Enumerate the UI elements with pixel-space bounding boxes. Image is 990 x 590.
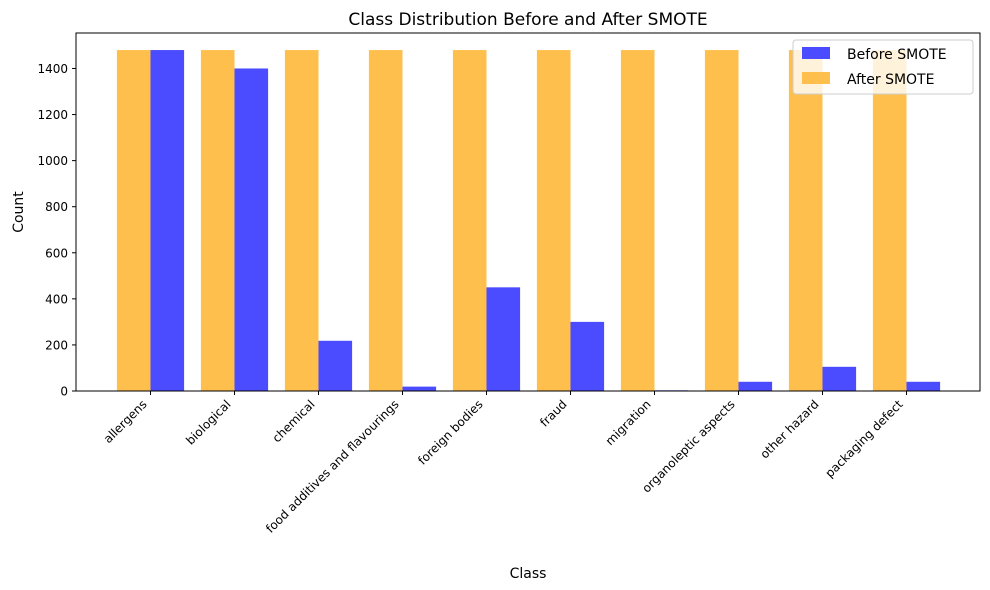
chart-title: Class Distribution Before and After SMOT… [348, 10, 707, 30]
bar-before-smote-organoleptic-aspects [738, 381, 773, 391]
x-tick-label-organoleptic-aspects: organoleptic aspects [639, 397, 737, 495]
bar-before-smote-biological [234, 68, 269, 391]
legend-label-before-smote: Before SMOTE [847, 47, 947, 63]
legend-frame [792, 39, 974, 95]
bar-before-smote-food-additives-and-flavourings [402, 386, 437, 391]
y-axis-label: Count [11, 191, 27, 233]
y-tick-label-1000: 1000 [37, 154, 68, 168]
x-tick-label-packaging-defect: packaging defect [822, 397, 905, 480]
y-tick-label-1200: 1200 [37, 108, 68, 122]
y-tick-label-0: 0 [60, 385, 68, 399]
bar-after-smote-foreign-bodies [452, 50, 487, 392]
bar-after-smote-biological [200, 50, 235, 392]
bar-after-smote-organoleptic-aspects [704, 50, 739, 392]
x-tick-label-biological: biological [183, 397, 233, 447]
y-axis-ticks: 0 200 400 600 800 1000 1200 1400 [37, 62, 76, 399]
y-tick-label-400: 400 [45, 292, 68, 306]
x-tick-label-other-hazard: other hazard [757, 397, 821, 461]
bar-after-smote-allergens [116, 50, 151, 392]
legend: Before SMOTE After SMOTE [792, 39, 974, 95]
bar-after-smote-migration [620, 50, 655, 392]
bar-after-smote-other-hazard [788, 50, 823, 392]
bar-before-smote-foreign-bodies [486, 287, 521, 391]
bar-after-smote-packaging-defect [872, 50, 907, 392]
bar-before-smote-packaging-defect [906, 381, 941, 391]
x-tick-label-migration: migration [603, 397, 654, 448]
x-tick-label-foreign-bodies: foreign bodies [415, 397, 485, 467]
y-tick-label-600: 600 [45, 246, 68, 260]
bar-after-smote-food-additives-and-flavourings [368, 50, 403, 392]
x-tick-label-chemical: chemical [270, 397, 318, 445]
legend-swatch-before-smote [802, 47, 830, 59]
x-axis-label: Class [510, 566, 547, 582]
bar-before-smote-fraud [570, 321, 605, 391]
after-smote-bars [116, 50, 907, 392]
legend-swatch-after-smote [802, 72, 830, 84]
plot-area-frame [75, 32, 981, 392]
y-tick-label-800: 800 [45, 200, 68, 214]
y-tick-label-1400: 1400 [37, 62, 68, 76]
bar-before-smote-other-hazard [822, 366, 857, 391]
legend-label-after-smote: After SMOTE [847, 72, 934, 88]
x-tick-label-allergens: allergens [101, 397, 150, 446]
x-tick-label-fraud: fraud [537, 397, 569, 429]
bar-before-smote-chemical [318, 340, 353, 391]
bar-after-smote-fraud [536, 50, 571, 392]
y-tick-label-200: 200 [45, 338, 68, 352]
before-smote-bars [150, 50, 941, 392]
bar-after-smote-chemical [284, 50, 319, 392]
bar-before-smote-allergens [150, 50, 185, 392]
x-tick-label-food-additives-and-flavourings: food additives and flavourings [263, 397, 402, 536]
